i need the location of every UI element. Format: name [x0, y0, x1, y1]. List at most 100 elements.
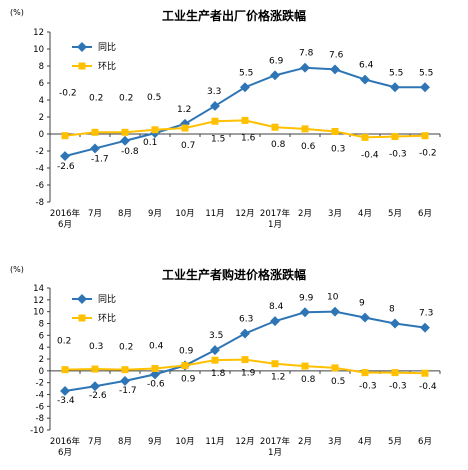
data-point-yoy	[390, 82, 400, 93]
y-tick-label: 10	[33, 308, 44, 318]
data-point-mom	[181, 124, 189, 132]
data-point-mom	[121, 128, 129, 136]
data-point-yoy	[210, 345, 220, 356]
data-label-yoy: 5.5	[389, 68, 403, 78]
y-tick-label: 14	[33, 284, 44, 294]
data-point-mom	[61, 366, 69, 374]
y-tick-label: 8	[39, 320, 44, 330]
y-tick-label: -10	[30, 426, 44, 436]
chart-title: 工业生产者购进价格涨跌幅	[162, 267, 306, 282]
legend-marker-mom	[78, 314, 86, 322]
x-category-label: 2016年	[50, 436, 81, 447]
x-category-label: 2017年	[260, 208, 291, 219]
data-point-yoy	[60, 386, 70, 396]
x-category-label: 11月	[205, 209, 224, 219]
x-category-label: 10月	[175, 209, 194, 219]
data-label-mom: 0.6	[301, 142, 316, 152]
y-tick-label: 10	[33, 45, 44, 55]
data-label-yoy: 3.5	[209, 331, 223, 341]
data-label-mom: 0.4	[149, 341, 164, 351]
ex-factory-price-chart: 工业生产者出厂价格涨跌幅(%)-8-6-4-20246810122016年6月7…	[10, 8, 441, 230]
data-label-mom: -0.2	[419, 149, 437, 159]
data-point-mom	[181, 362, 189, 370]
data-label-yoy: -0.6	[147, 379, 165, 389]
data-point-mom	[61, 132, 69, 140]
data-point-mom	[241, 356, 249, 364]
y-tick-label: -8	[36, 414, 44, 424]
data-label-yoy: 8.4	[269, 302, 284, 312]
y-tick-label: 12	[33, 296, 44, 306]
data-label-yoy: 7.6	[329, 50, 344, 60]
chart-title: 工业生产者出厂价格涨跌幅	[162, 8, 306, 23]
x-category-label: 6月	[418, 209, 432, 219]
x-category-label: 12月	[235, 209, 254, 219]
data-label-yoy: -1.7	[91, 154, 109, 164]
y-tick-label: -4	[36, 164, 44, 174]
data-label-yoy: -0.8	[121, 147, 139, 157]
data-point-yoy	[270, 70, 280, 81]
x-category-label: 6月	[418, 437, 432, 447]
x-category-label: 9月	[148, 437, 162, 447]
x-category-label: 7月	[88, 437, 102, 447]
y-tick-label: -8	[36, 198, 44, 208]
data-point-mom	[271, 360, 279, 368]
data-point-mom	[151, 126, 159, 134]
data-point-mom	[391, 369, 399, 377]
data-label-mom: 0.2	[57, 337, 71, 347]
data-label-yoy: -1.7	[119, 386, 137, 396]
data-point-mom	[421, 132, 429, 140]
data-point-yoy	[270, 316, 280, 327]
data-label-mom: 0.2	[119, 343, 133, 353]
data-point-yoy	[390, 318, 400, 329]
data-label-yoy: 1.2	[177, 105, 191, 115]
x-category-label: 4月	[358, 437, 372, 447]
data-label-yoy: 5.5	[239, 68, 253, 78]
data-label-yoy: 6.3	[239, 315, 253, 325]
data-label-mom: -0.2	[59, 89, 77, 99]
y-tick-label: 6	[39, 331, 44, 341]
data-point-mom	[151, 364, 159, 372]
data-label-mom: 0.2	[119, 93, 133, 103]
data-label-yoy: 9	[359, 299, 365, 309]
data-label-mom: -0.3	[389, 150, 407, 160]
data-label-mom: -0.4	[361, 150, 379, 160]
x-category-label: 8月	[118, 209, 132, 219]
data-label-yoy: 9.9	[299, 293, 314, 303]
data-point-yoy	[240, 82, 250, 93]
y-tick-label: 0	[39, 367, 44, 377]
x-category-label: 2016年	[50, 208, 81, 219]
x-category-label: 4月	[358, 209, 372, 219]
data-label-yoy: 3.3	[207, 87, 221, 97]
data-point-mom	[331, 364, 339, 372]
data-label-yoy: 5.5	[419, 68, 433, 78]
x-category-label: 11月	[205, 437, 224, 447]
x-category-label: 6月	[58, 448, 72, 458]
data-point-mom	[391, 133, 399, 141]
y-tick-label: 4	[39, 96, 44, 106]
data-label-mom: 0.7	[181, 141, 195, 151]
data-label-mom: -0.3	[389, 382, 407, 392]
data-point-mom	[211, 117, 219, 125]
data-point-yoy	[90, 381, 100, 392]
data-label-mom: -0.4	[419, 382, 437, 392]
data-point-mom	[211, 356, 219, 364]
data-label-yoy: -2.6	[57, 162, 75, 172]
data-point-yoy	[120, 135, 130, 146]
x-category-label: 1月	[268, 220, 282, 230]
data-label-mom: 0.9	[181, 375, 196, 385]
x-category-label: 10月	[175, 437, 194, 447]
data-label-yoy: -2.6	[89, 391, 107, 401]
data-point-yoy	[360, 312, 370, 323]
data-label-yoy: 0.9	[179, 347, 194, 357]
x-category-label: 5月	[388, 209, 402, 219]
data-label-mom: 1.8	[211, 369, 226, 379]
data-point-mom	[91, 128, 99, 136]
data-label-yoy: 7.8	[299, 49, 314, 59]
data-label-mom: 1.9	[241, 369, 256, 379]
data-point-yoy	[420, 82, 430, 93]
y-tick-label: 12	[33, 28, 44, 38]
data-point-mom	[271, 123, 279, 131]
data-label-mom: 1.2	[271, 373, 285, 383]
data-label-yoy: 10	[327, 293, 339, 303]
x-category-label: 8月	[118, 437, 132, 447]
